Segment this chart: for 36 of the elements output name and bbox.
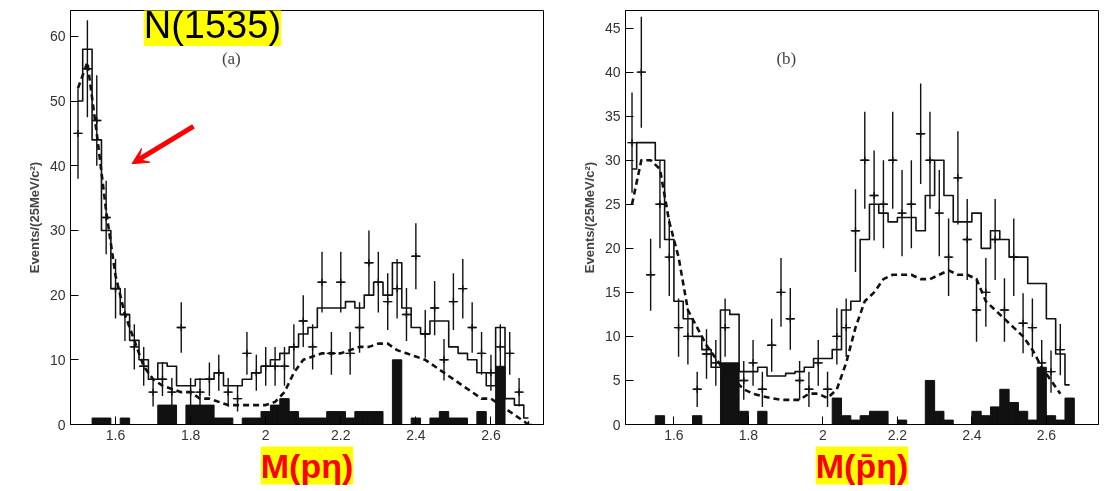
annotation: N(1535) [143, 3, 282, 46]
x-tick-label: 2.6 [481, 426, 501, 443]
y-tick-label: 30 [49, 222, 66, 239]
x-tick-label: 1.6 [664, 426, 684, 443]
y-tick-label: 10 [604, 328, 621, 345]
y-axis-title: Events/(25MeV/c²) [581, 161, 597, 274]
x-tick-label: 1.8 [180, 426, 201, 443]
x-tick-label: 2.2 [887, 426, 908, 443]
y-tick-label: 15 [604, 284, 621, 301]
y-tick-label: 0 [612, 416, 621, 433]
y-tick-label: 25 [604, 196, 621, 213]
x-tick-label: 2 [819, 426, 827, 443]
annotation: (b) [776, 49, 797, 69]
y-tick-label: 0 [57, 416, 66, 433]
y-tick-label: 30 [604, 152, 621, 169]
y-tick-label: 10 [49, 351, 66, 368]
x-axis-title: M(p̄η) [815, 446, 909, 485]
x-tick-label: 2.4 [962, 426, 982, 443]
y-tick-label: 20 [604, 240, 621, 257]
annotation: (a) [221, 49, 241, 69]
x-tick-label: 2 [261, 426, 270, 443]
y-tick-label: 5 [612, 372, 621, 389]
x-tick-label: 2.4 [406, 426, 426, 443]
x-tick-label: 1.8 [738, 426, 759, 443]
x-tick-label: 2.6 [1036, 426, 1057, 443]
y-tick-label: 45 [604, 20, 621, 37]
x-tick-label: 2.2 [331, 426, 351, 443]
y-axis-title: Events/(25MeV/c²) [26, 161, 42, 274]
x-tick-label: 1.6 [105, 426, 126, 443]
y-tick-label: 40 [49, 157, 66, 174]
y-tick-label: 35 [604, 108, 621, 125]
y-tick-label: 50 [49, 93, 66, 110]
x-axis-title: M(pη) [260, 446, 354, 485]
y-tick-label: 20 [49, 287, 66, 304]
y-tick-label: 40 [604, 64, 621, 81]
y-tick-label: 60 [49, 28, 66, 45]
